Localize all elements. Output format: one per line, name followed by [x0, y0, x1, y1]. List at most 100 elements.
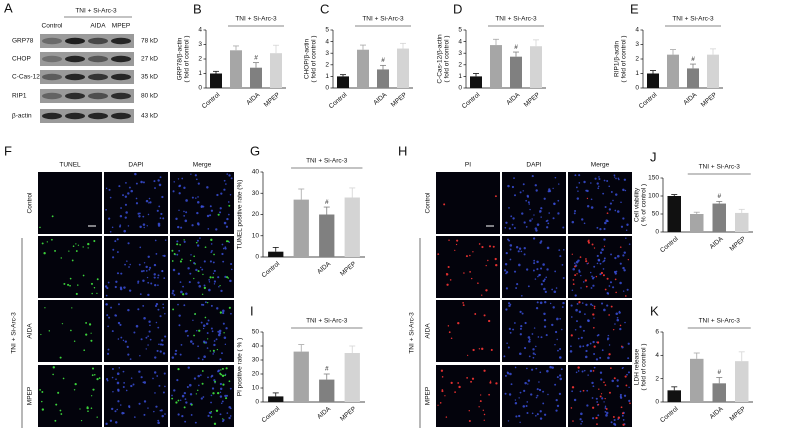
nucleus — [147, 255, 150, 259]
nucleus — [112, 390, 114, 393]
nucleus — [508, 239, 511, 242]
row-label: AIDA — [27, 323, 34, 339]
x-tick-label: AIDA — [245, 91, 262, 107]
nucleus — [554, 330, 558, 334]
y-tick-label: 40 — [252, 169, 260, 176]
micrograph — [38, 365, 102, 427]
nucleus — [553, 203, 556, 205]
signal — [90, 332, 92, 334]
nucleus — [106, 286, 109, 290]
nucleus — [185, 211, 188, 214]
nucleus — [229, 407, 232, 410]
signal — [87, 410, 89, 413]
x-tick-label: AIDA — [316, 405, 333, 421]
nucleus — [608, 208, 612, 211]
nucleus — [124, 216, 127, 219]
panel-letter: C — [320, 1, 329, 16]
nucleus — [148, 330, 151, 333]
nucleus — [161, 195, 164, 199]
nucleus — [580, 274, 582, 277]
signal — [488, 245, 492, 248]
nucleus — [217, 330, 220, 333]
nucleus — [199, 237, 201, 239]
nucleus — [627, 342, 630, 345]
nucleus — [192, 342, 195, 345]
nucleus — [521, 212, 524, 215]
nucleus — [578, 182, 581, 184]
micrograph — [436, 172, 500, 234]
panel-letter: H — [398, 143, 407, 158]
signal — [222, 383, 225, 386]
bar — [690, 358, 704, 402]
nucleus — [515, 246, 519, 249]
nucleus — [182, 285, 184, 288]
nucleus — [194, 421, 197, 424]
nucleus — [601, 248, 604, 251]
nucleus — [202, 396, 205, 398]
nucleus — [505, 221, 508, 224]
x-tick-label: MPEP — [523, 91, 542, 108]
nucleus — [224, 275, 227, 278]
y-tick-label: 3 — [458, 50, 462, 57]
nucleus — [203, 355, 206, 359]
nucleus — [195, 268, 198, 272]
nucleus — [526, 401, 529, 403]
nucleus — [145, 336, 148, 339]
nucleus — [603, 308, 606, 312]
nucleus — [129, 263, 131, 266]
nucleus — [537, 275, 539, 278]
nucleus — [536, 301, 539, 304]
signal — [68, 250, 70, 252]
signal — [602, 274, 605, 277]
signal — [617, 416, 621, 419]
nucleus — [161, 343, 164, 346]
nucleus — [508, 227, 511, 230]
signal — [206, 301, 209, 304]
nucleus — [124, 263, 126, 266]
nucleus — [598, 177, 601, 180]
nucleus — [119, 404, 122, 406]
signal — [446, 273, 449, 276]
nucleus — [105, 378, 109, 381]
nucleus — [209, 205, 212, 208]
signal — [71, 259, 74, 262]
nucleus — [520, 294, 523, 297]
micrograph — [502, 300, 566, 362]
nucleus — [598, 185, 600, 188]
group-label: TNI + Si-Arc-3 — [409, 312, 416, 354]
nucleus — [157, 421, 160, 424]
nucleus — [221, 352, 223, 355]
nucleus — [623, 269, 626, 272]
nucleus — [540, 216, 542, 218]
nucleus — [531, 368, 534, 371]
signal — [41, 391, 44, 393]
signal — [217, 213, 220, 216]
nucleus — [513, 270, 517, 273]
signal — [591, 243, 594, 246]
signal — [604, 384, 607, 386]
nucleus — [180, 226, 183, 229]
y-tick-label: 1 — [325, 73, 329, 80]
nucleus — [229, 387, 232, 390]
nucleus — [106, 379, 109, 382]
nucleus — [197, 374, 200, 378]
nucleus — [146, 276, 149, 279]
nucleus — [610, 421, 613, 424]
nucleus — [195, 197, 197, 199]
nucleus — [190, 340, 193, 343]
nucleus — [122, 385, 125, 389]
nucleus — [171, 356, 175, 359]
nucleus — [154, 392, 156, 394]
nucleus — [535, 229, 538, 232]
nucleus — [135, 202, 139, 205]
y-tick-label: 2 — [655, 375, 659, 382]
signal — [587, 241, 590, 244]
nucleus — [572, 267, 576, 271]
signal — [193, 277, 195, 280]
nucleus — [193, 377, 197, 380]
nucleus — [590, 198, 593, 201]
blot-size: 78 kD — [141, 38, 158, 45]
nucleus — [619, 396, 623, 399]
nucleus — [148, 320, 151, 323]
nucleus — [147, 281, 150, 284]
